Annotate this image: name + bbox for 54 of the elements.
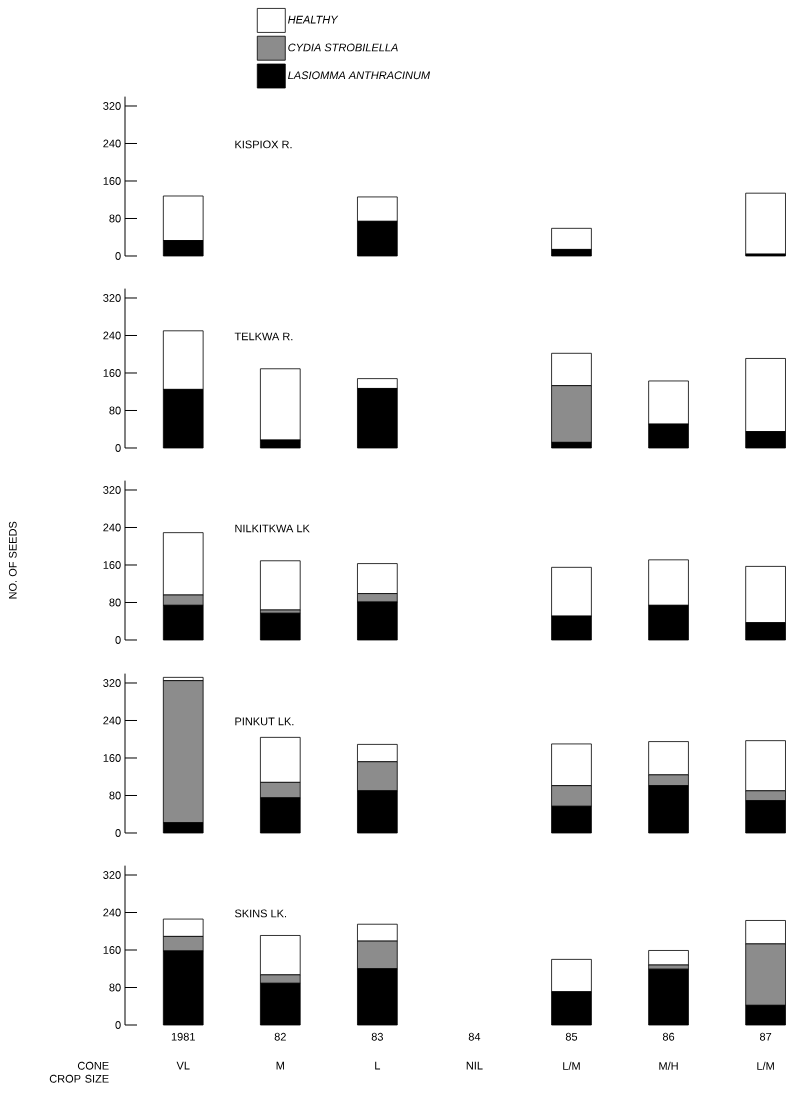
bar (260, 560, 301, 611)
x-tick-label: 87 (759, 1032, 772, 1041)
y-tick-label: 0 (115, 252, 121, 260)
y-tick-label: 240 (103, 716, 121, 725)
y-tick-label: 0 (115, 636, 121, 644)
y-tick-label: 320 (103, 294, 121, 302)
bar (648, 968, 689, 1026)
bar (260, 612, 301, 641)
x-tick-label: 85 (565, 1032, 578, 1041)
text: M (276, 1061, 284, 1070)
y-tick-label: 80 (109, 214, 121, 223)
text: TELKWA R. (234, 332, 293, 341)
y-tick-label: 0 (115, 829, 121, 837)
y-tick-label: 320 (103, 486, 121, 494)
bar (648, 950, 689, 966)
text: NIL (466, 1061, 483, 1070)
text: M/H (659, 1061, 678, 1070)
text: SKINS LK. (234, 909, 287, 918)
y-tick-label: 0 (115, 1021, 121, 1029)
y-tick-label: 160 (103, 177, 121, 185)
text: KISPIOX R. (235, 140, 292, 149)
text: VL (176, 1061, 190, 1070)
text: L/M (757, 1061, 774, 1070)
y-tick-label: 80 (109, 983, 121, 992)
y-tick-label: 240 (103, 523, 121, 532)
y-tick-label: 160 (103, 754, 121, 762)
text: PINKUT LK. (235, 717, 294, 726)
y-tick-label: 80 (109, 406, 121, 415)
y-tick-label: 320 (103, 871, 121, 879)
bar (745, 192, 786, 255)
text: CONE CROP SIZE (49, 1061, 109, 1083)
y-tick-label: 80 (109, 598, 121, 607)
x-tick-label: 83 (371, 1032, 383, 1041)
y-tick-label: 240 (103, 331, 121, 340)
y-tick-label: 320 (103, 679, 121, 687)
y-tick-label: 240 (103, 139, 121, 148)
x-tick-label: 86 (662, 1032, 675, 1041)
text: L (375, 1061, 381, 1070)
y-tick-label: 160 (103, 946, 121, 954)
x-tick-label: 84 (468, 1032, 481, 1041)
y-tick-label: 0 (115, 444, 121, 452)
legend-label: CYDIA STROBILELLA (288, 43, 398, 52)
y-tick-label: 80 (109, 791, 121, 800)
text: NILKITKWA LK (235, 524, 310, 533)
y-tick-label: 240 (103, 908, 121, 917)
y-axis-title: NO. OF SEEDS (8, 521, 17, 599)
y-tick-label: 320 (103, 102, 121, 110)
y-tick-label: 160 (103, 369, 121, 377)
legend-label: HEALTHY (288, 15, 339, 24)
legend-label: LASIOMMA ANTHRACINUM (288, 71, 431, 80)
y-tick-label: 160 (103, 561, 121, 569)
text: L/M (563, 1061, 580, 1070)
x-tick-label: 82 (274, 1032, 286, 1041)
x-tick-label: 1981 (171, 1032, 195, 1041)
